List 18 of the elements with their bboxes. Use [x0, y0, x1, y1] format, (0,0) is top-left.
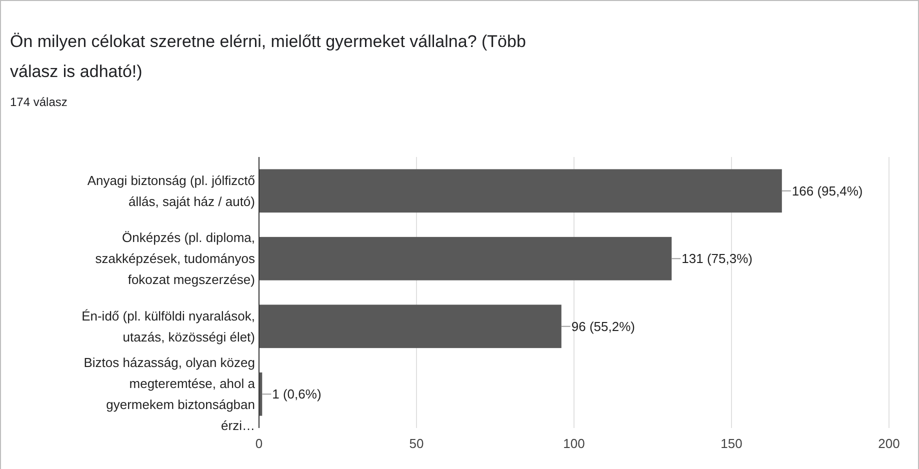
bar — [259, 169, 782, 213]
data-label: 1 (0,6%) — [272, 386, 322, 402]
data-label: 166 (95,4%) — [792, 183, 863, 198]
y-tick-label: Önképzés (pl. diploma, szakképzések, tudományos fokozat megszerzése) — [95, 230, 256, 288]
y-tick-label: Anyagi biztonság (pl. jólfizctő állás, saját ház / autó) — [87, 172, 255, 209]
x-tick-label: 200 — [878, 436, 900, 451]
x-tick-label: 150 — [720, 436, 742, 451]
data-label: 96 (55,2%) — [571, 318, 635, 334]
text: 174 válasz — [10, 95, 68, 109]
x-tick-label: 50 — [409, 436, 424, 451]
x-tick-label: 100 — [563, 436, 585, 451]
y-tick-label: Én-idő (pl. külföldi nyaralások, utazás, közösségi élet) — [82, 308, 255, 344]
bar — [259, 304, 562, 348]
y-tick-label: Biztos házasság, olyan közeg megteremtése, ahol a gyermekem biztonságban érzi… — [84, 355, 256, 434]
bar — [259, 236, 672, 280]
chart-title: Ön milyen célokat szeretne elérni, mielőtt gyermeket vállalna? (Több válasz is adható!) — [10, 32, 526, 81]
data-label: 131 (75,3%) — [682, 251, 752, 266]
x-tick-label: 0 — [255, 436, 263, 451]
